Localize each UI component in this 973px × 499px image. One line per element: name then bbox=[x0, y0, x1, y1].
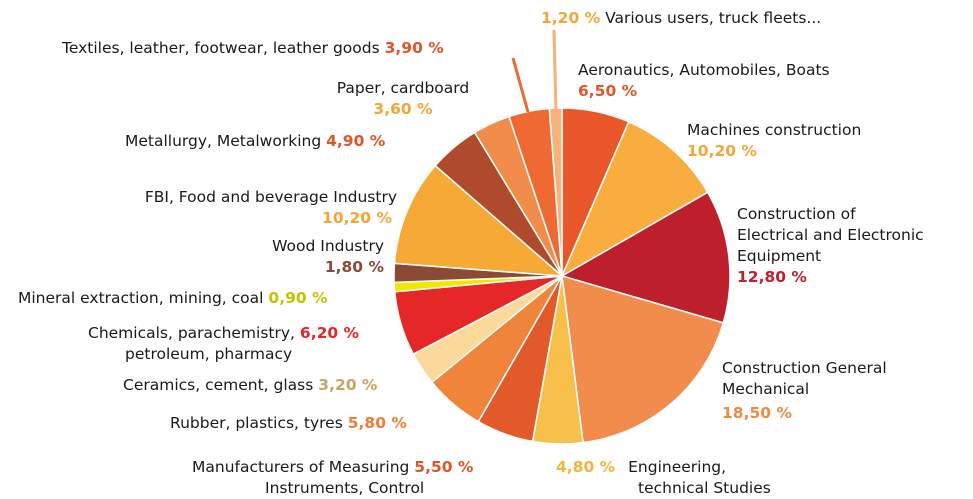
pct-mineral: 0,90 % bbox=[268, 289, 328, 307]
label-wood: Wood Industry 1,80 % bbox=[200, 236, 384, 278]
name-ceramics: Ceramics, cement, glass bbox=[123, 376, 314, 394]
name-metallurgy: Metallurgy, Metalworking bbox=[125, 132, 322, 150]
pct-aero: 6,50 % bbox=[578, 82, 638, 100]
leader-lines bbox=[511, 29, 558, 113]
name-textiles: Textiles, leather, footwear, leather goo… bbox=[62, 39, 380, 57]
pie-slice-12 bbox=[393, 164, 565, 277]
pct-textiles: 3,90 % bbox=[384, 39, 444, 57]
name-measuring-1: Manufacturers of Measuring bbox=[192, 458, 410, 476]
pie-slice-3 bbox=[560, 191, 731, 324]
name-measuring-2: Instruments, Control bbox=[265, 479, 425, 497]
label-food: FBI, Food and beverage Industry 10,20 % bbox=[60, 187, 397, 229]
name-rubber: Rubber, plastics, tyres bbox=[170, 414, 343, 432]
label-rubber: Rubber, plastics, tyres 5,80 % bbox=[170, 413, 407, 434]
label-general: Construction General Mechanical 18,50 % bbox=[722, 358, 887, 424]
pct-metallurgy: 4,90 % bbox=[326, 132, 386, 150]
name-various: Various users, truck fleets... bbox=[605, 9, 822, 27]
label-mineral: Mineral extraction, mining, coal 0,90 % bbox=[18, 288, 328, 309]
label-metallurgy: Metallurgy, Metalworking 4,90 % bbox=[125, 131, 385, 152]
label-engineering: 4,80 % Engineering, technical Studies bbox=[556, 457, 771, 499]
name-paper: Paper, cardboard bbox=[336, 79, 470, 97]
name-chemicals-1: Chemicals, parachemistry, bbox=[88, 324, 295, 342]
label-chemicals: Chemicals, parachemistry, 6,20 % petrole… bbox=[88, 323, 359, 365]
name-engineering-1: Engineering, bbox=[628, 458, 727, 476]
pct-various: 1,20 % bbox=[541, 9, 601, 27]
pct-engineering: 4,80 % bbox=[556, 458, 616, 476]
name-chemicals-2: petroleum, pharmacy bbox=[125, 345, 293, 363]
pct-chemicals: 6,20 % bbox=[299, 324, 360, 342]
name-food: FBI, Food and beverage Industry bbox=[144, 188, 397, 206]
label-paper: Paper, cardboard 3,60 % bbox=[318, 78, 488, 120]
pct-machines: 10,20 % bbox=[687, 142, 757, 160]
pct-ceramics: 3,20 % bbox=[318, 376, 378, 394]
pie-slices bbox=[393, 107, 731, 445]
pct-wood: 1,80 % bbox=[324, 258, 384, 276]
name-electrical-2: Electrical and Electronic bbox=[737, 226, 924, 244]
label-electrical: Construction of Electrical and Electroni… bbox=[737, 204, 924, 288]
pct-paper: 3,60 % bbox=[373, 100, 433, 118]
pie-slice-2 bbox=[560, 120, 709, 278]
name-electrical-3: Equipment bbox=[737, 247, 822, 265]
label-various: 1,20 % Various users, truck fleets... bbox=[541, 8, 821, 29]
label-textiles: Textiles, leather, footwear, leather goo… bbox=[62, 38, 444, 59]
pct-rubber: 5,80 % bbox=[347, 414, 407, 432]
label-ceramics: Ceramics, cement, glass 3,20 % bbox=[123, 375, 377, 396]
name-engineering-2: technical Studies bbox=[638, 479, 771, 497]
name-wood: Wood Industry bbox=[272, 237, 384, 255]
pct-measuring: 5,50 % bbox=[414, 458, 474, 476]
label-machines: Machines construction 10,20 % bbox=[687, 120, 861, 162]
pie-slice-4 bbox=[561, 274, 725, 444]
leader-line-various bbox=[552, 29, 558, 113]
name-mineral: Mineral extraction, mining, coal bbox=[18, 289, 264, 307]
name-machines: Machines construction bbox=[687, 121, 862, 139]
name-electrical-1: Construction of bbox=[737, 205, 856, 223]
name-aero: Aeronautics, Automobiles, Boats bbox=[578, 61, 830, 79]
label-measuring: Manufacturers of Measuring 5,50 % Instru… bbox=[192, 457, 473, 499]
pct-general: 18,50 % bbox=[722, 404, 792, 422]
pct-food: 10,20 % bbox=[322, 209, 392, 227]
label-aero: Aeronautics, Automobiles, Boats 6,50 % bbox=[578, 60, 830, 102]
name-general-1: Construction General bbox=[722, 359, 887, 377]
pct-electrical: 12,80 % bbox=[737, 268, 807, 286]
name-general-2: Mechanical bbox=[722, 380, 810, 398]
leader-line-textiles bbox=[511, 57, 530, 113]
